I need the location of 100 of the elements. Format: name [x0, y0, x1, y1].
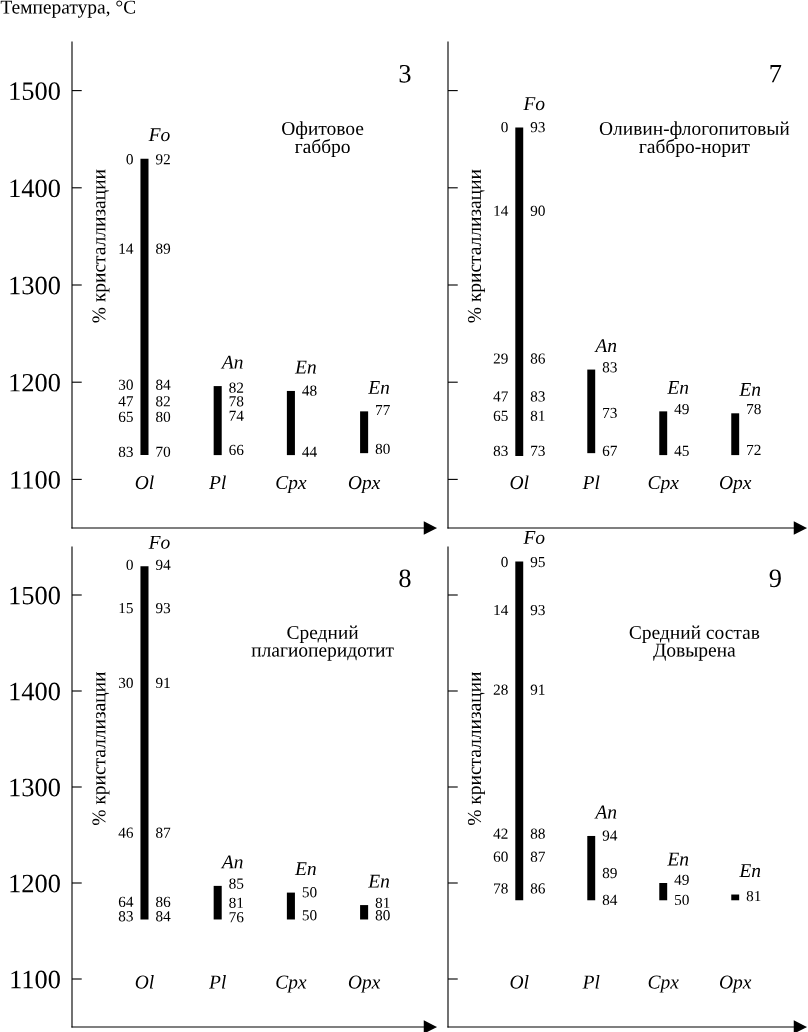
annotation: 28 [493, 684, 508, 695]
text: 8 [399, 569, 411, 588]
x-tick-label: Pl [582, 475, 600, 489]
annotation: 83 [530, 391, 545, 402]
x-tick-label: Opx [348, 975, 381, 993]
bar [659, 411, 668, 456]
bar [659, 883, 668, 901]
text: Офитовое габбро [282, 121, 364, 158]
annotation: 84 [156, 911, 171, 922]
annotation: 30 [118, 677, 133, 689]
annotation: 0 [501, 122, 508, 133]
x-tick-label: Pl [582, 974, 600, 989]
annotation: 47 [493, 391, 508, 402]
x-tick-label: Opx [348, 476, 381, 494]
annotation: 0 [126, 559, 133, 571]
text: Fo [523, 531, 545, 545]
annotation: 87 [156, 827, 171, 838]
annotation: 64 [118, 896, 134, 907]
annotation: % кристаллизации [467, 169, 485, 323]
text: 7 [770, 65, 782, 83]
annotation: 81 [375, 897, 390, 908]
annotation: 86 [530, 353, 545, 364]
annotation: 76 [229, 912, 244, 923]
annotation: Fo [523, 97, 545, 111]
annotation: 65 [493, 410, 508, 422]
y-tick-label: 1200 [10, 874, 60, 893]
annotation: 72 [747, 444, 761, 455]
annotation: An [220, 355, 243, 369]
annotation: % кристаллизации [92, 671, 110, 826]
annotation: 50 [302, 887, 317, 898]
annotation: An [594, 805, 617, 819]
bar [587, 369, 596, 454]
annotation: 83 [602, 362, 617, 373]
y-tick-label: 1300 [10, 276, 60, 295]
x-tick-label: Pl [208, 974, 226, 989]
bar [286, 892, 295, 920]
annotation: 86 [530, 883, 545, 894]
annotation: 48 [302, 385, 317, 396]
annotation: 65 [118, 411, 133, 422]
annotation: 80 [375, 910, 390, 921]
annotation: 73 [531, 445, 545, 457]
annotation: En [294, 862, 316, 876]
annotation: 83 [493, 445, 508, 457]
y-tick-label: 1100 [11, 970, 60, 989]
annotation: En [739, 864, 761, 877]
text: 9 [769, 569, 781, 588]
annotation: En [294, 360, 316, 374]
y-tick-label: 1100 [11, 471, 60, 489]
bar [140, 566, 149, 920]
annotation: 49 [674, 403, 689, 415]
annotation: 15 [119, 602, 133, 614]
annotation: 73 [603, 407, 617, 419]
x-tick-label: Pl [208, 475, 226, 489]
bar [515, 561, 524, 901]
annotation: 44 [302, 446, 317, 457]
annotation: 77 [376, 405, 390, 416]
text: Средний состав Довырена [629, 625, 760, 661]
bar [731, 413, 740, 456]
x-tick-label: Cpx [648, 476, 679, 494]
text: 3 [399, 64, 411, 83]
bar [213, 386, 222, 456]
annotation: 14 [119, 243, 134, 254]
annotation: 89 [602, 867, 617, 879]
y-tick-label: 1500 [10, 586, 60, 605]
annotation: 88 [530, 828, 545, 839]
annotation: En [368, 381, 390, 394]
bar [587, 835, 596, 901]
annotation: 70 [156, 446, 171, 457]
annotation: 74 [229, 410, 244, 421]
annotation: Fo [148, 535, 170, 549]
annotation: 87 [530, 851, 546, 862]
y-tick-label: 1500 [10, 82, 60, 101]
annotation: 93 [155, 602, 171, 614]
bar [360, 411, 369, 454]
annotation: 94 [155, 559, 171, 571]
annotation: En [667, 381, 689, 394]
annotation: 14 [494, 604, 509, 615]
annotation: 60 [493, 851, 508, 862]
bar [360, 905, 369, 920]
annotation: 91 [155, 677, 170, 689]
annotation: 47 [118, 396, 134, 407]
y-axis-title: Температура, °C [0, 0, 136, 18]
y-tick-label: 1300 [10, 778, 60, 797]
annotation: En [739, 383, 761, 396]
annotation: 0 [126, 154, 133, 165]
annotation: 92 [155, 154, 170, 165]
annotation: 80 [156, 411, 171, 422]
annotation: 30 [118, 379, 133, 390]
annotation: An [220, 855, 243, 869]
x-tick-label: Cpx [648, 975, 679, 993]
annotation: 95 [530, 556, 545, 568]
x-tick-label: Cpx [276, 975, 307, 993]
annotation: 85 [229, 878, 244, 889]
annotation: % кристаллизации [92, 169, 110, 323]
annotation: 42 [493, 828, 508, 839]
bar [140, 158, 149, 456]
text: Оливин-флогопитовый габбро-норит [599, 121, 790, 158]
x-tick-label: Ol [510, 475, 529, 490]
annotation: 82 [229, 382, 244, 393]
annotation: 67 [602, 445, 617, 457]
